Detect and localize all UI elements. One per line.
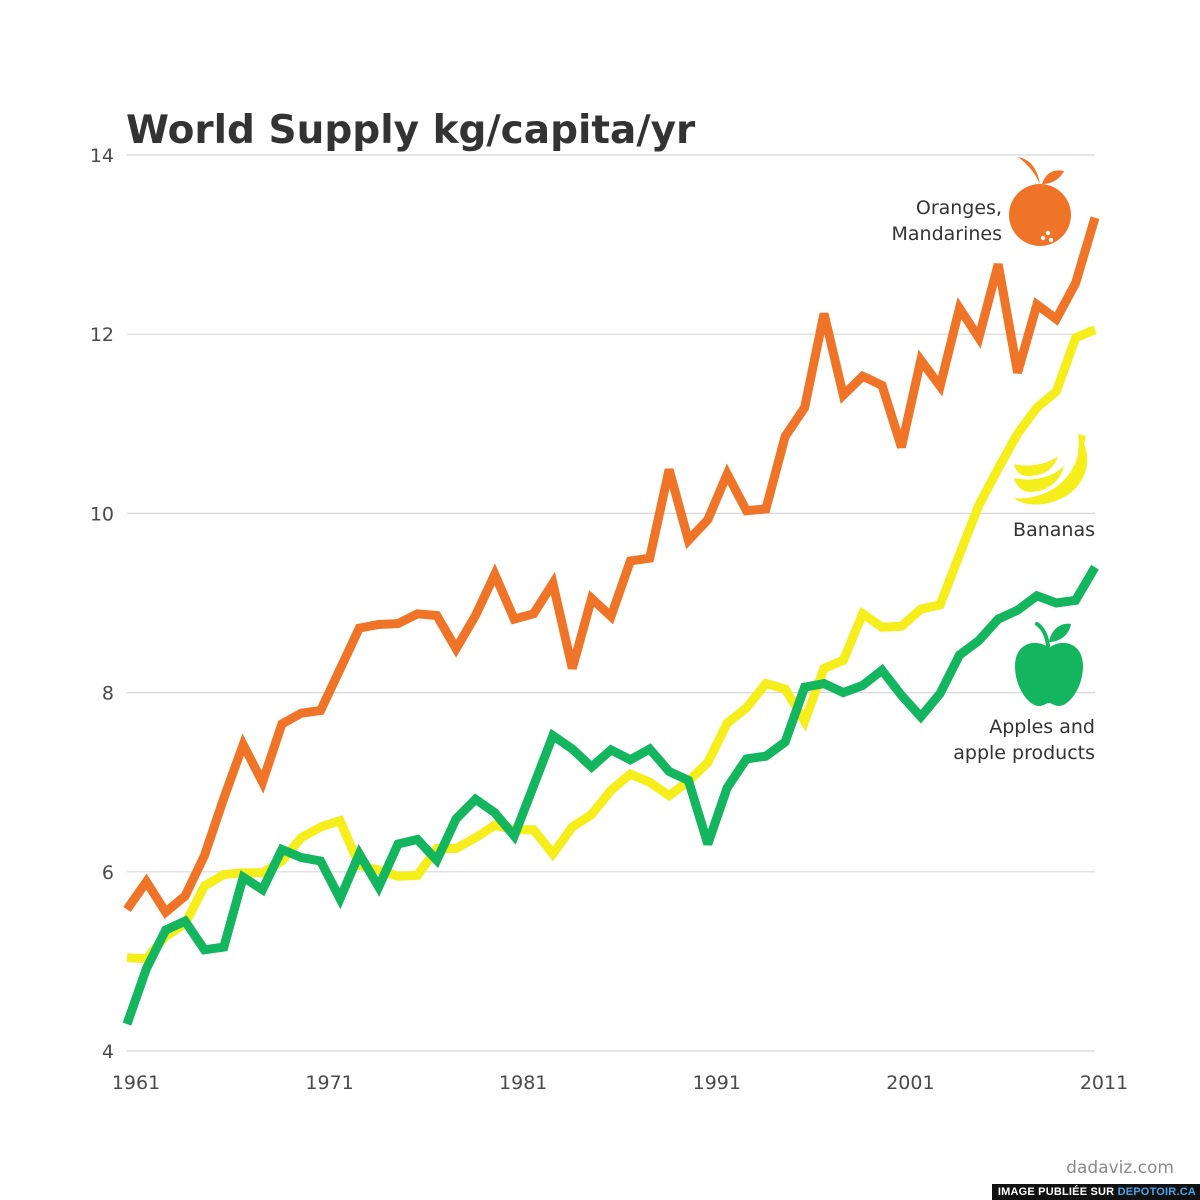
series-label-oranges: Oranges, Mandarines	[891, 197, 1002, 245]
series-lines	[122, 216, 1100, 1026]
x-tick-label: 2011	[1080, 1072, 1128, 1094]
x-tick-label: 1961	[112, 1072, 160, 1094]
x-axis-ticks: 1961 1971 1981 1991 2001 2011	[112, 1072, 1128, 1094]
x-tick-label: 1971	[305, 1072, 353, 1094]
y-tick-label: 4	[102, 1041, 114, 1063]
series-line-0	[123, 216, 1100, 919]
y-tick-label: 14	[90, 145, 114, 167]
publisher-stamp: IMAGE PUBLIÉE SUR DEPOTOIR.CA	[991, 1184, 1200, 1200]
series-label-bananas: Bananas	[1013, 519, 1095, 541]
y-tick-label: 12	[90, 324, 114, 346]
banana-icon	[1014, 434, 1088, 505]
chart-title: World Supply kg/capita/yr	[126, 108, 696, 153]
source-credit: dadaviz.com	[1066, 1158, 1174, 1178]
stamp-site-link[interactable]: DEPOTOIR.CA	[1117, 1186, 1196, 1198]
series-label-line: apple products	[953, 742, 1095, 764]
x-tick-label: 2001	[886, 1072, 934, 1094]
series-label-line: Mandarines	[891, 223, 1002, 245]
series-line-2	[122, 564, 1099, 1026]
series-label-apples: Apples and apple products	[953, 716, 1095, 764]
y-tick-label: 10	[90, 503, 114, 525]
x-tick-label: 1991	[693, 1072, 741, 1094]
y-tick-label: 8	[102, 683, 114, 705]
x-tick-label: 1981	[499, 1072, 547, 1094]
gridlines	[127, 154, 1095, 1052]
series-label-line: Bananas	[1013, 519, 1095, 541]
y-axis-ticks: 4 6 8 10 12 14	[90, 145, 114, 1063]
apple-icon	[1015, 622, 1083, 706]
orange-icon	[1009, 157, 1071, 246]
stamp-text: IMAGE PUBLIÉE SUR	[997, 1186, 1118, 1198]
y-tick-label: 6	[102, 862, 114, 884]
series-label-line: Apples and	[989, 716, 1095, 738]
series-label-line: Oranges,	[916, 197, 1002, 219]
